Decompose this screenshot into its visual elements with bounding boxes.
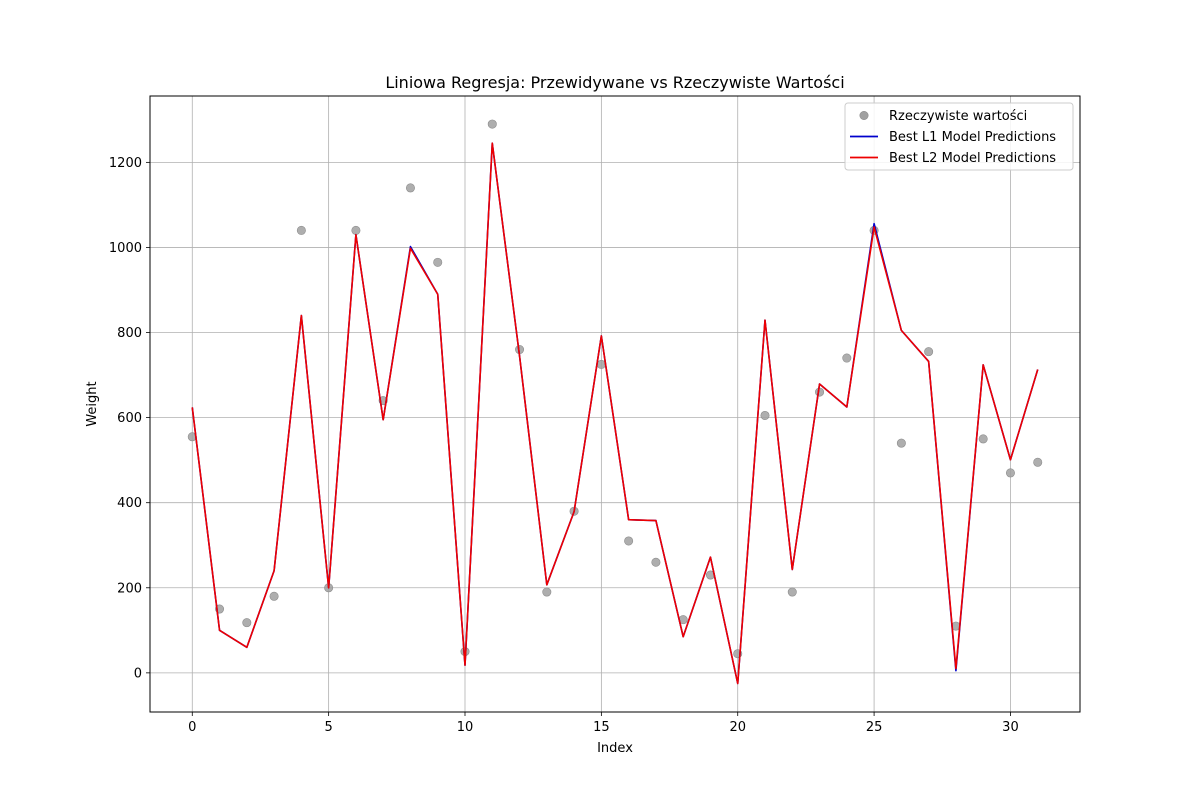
- scatter-point: [242, 618, 252, 628]
- x-tick-label: 20: [729, 720, 746, 735]
- scatter-point: [351, 225, 361, 235]
- scatter-point: [1033, 457, 1043, 467]
- legend-label: Best L2 Model Predictions: [889, 151, 1056, 166]
- y-tick-label: 800: [117, 326, 142, 341]
- scatter-point: [405, 183, 415, 193]
- legend-marker: [859, 111, 869, 121]
- scatter-point: [433, 257, 443, 267]
- y-tick-label: 1000: [109, 241, 142, 256]
- chart-title: Liniowa Regresja: Przewidywane vs Rzeczy…: [385, 73, 844, 92]
- legend-label: Rzeczywiste wartości: [889, 109, 1027, 124]
- y-tick-label: 600: [117, 411, 142, 426]
- y-tick-label: 0: [134, 666, 142, 681]
- x-tick-label: 0: [188, 720, 196, 735]
- scatter-point: [296, 225, 306, 235]
- scatter-point: [542, 587, 552, 597]
- x-tick-label: 10: [457, 720, 474, 735]
- legend-label: Best L1 Model Predictions: [889, 130, 1056, 145]
- legend-box: [844, 102, 1074, 171]
- scatter-point: [787, 587, 797, 597]
- scatter-point: [842, 353, 852, 363]
- scatter-series: [187, 119, 1043, 659]
- scatter-point: [487, 119, 497, 129]
- axis-ticks: 0 5 10 15 20 25 30 0 200 400 600 800 1000 1200: [109, 156, 1019, 735]
- scatter-point: [269, 591, 279, 601]
- line-series: [191, 142, 1039, 685]
- x-tick-label: 30: [1002, 720, 1019, 735]
- scatter-point: [596, 359, 606, 369]
- grid-lines: [150, 96, 1080, 712]
- y-tick-label: 200: [117, 581, 142, 596]
- scatter-point: [624, 536, 634, 546]
- y-tick-label: 1200: [109, 156, 142, 171]
- scatter-point: [924, 347, 934, 357]
- scatter-point: [978, 434, 988, 444]
- scatter-point: [760, 410, 770, 420]
- plot-frame: [149, 95, 1081, 713]
- x-axis-label: Index: [597, 741, 633, 756]
- x-tick-label: 25: [866, 720, 883, 735]
- scatter-point: [896, 438, 906, 448]
- scatter-point: [1005, 468, 1015, 478]
- series-line-2: [191, 142, 1039, 685]
- x-tick-label: 15: [593, 720, 610, 735]
- y-axis-label: Weight: [85, 381, 100, 426]
- scatter-point: [651, 557, 661, 567]
- legend: Rzeczywiste wartości Best L1 Model Predic…: [844, 102, 1074, 171]
- y-tick-label: 400: [117, 496, 142, 511]
- x-tick-label: 5: [324, 720, 332, 735]
